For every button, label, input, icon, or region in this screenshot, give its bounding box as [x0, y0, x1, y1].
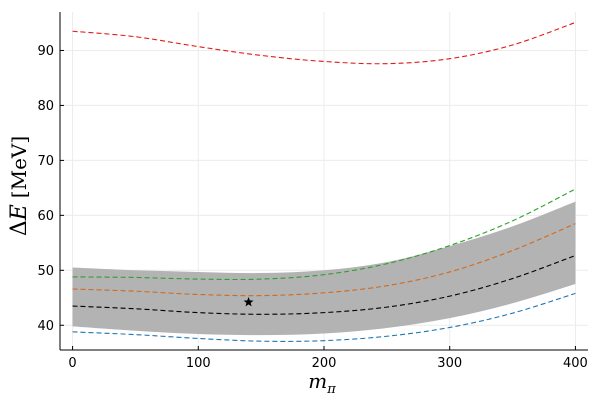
axes: [59, 12, 588, 351]
y-tick-label: 40: [37, 319, 54, 334]
series-line-1: [72, 254, 576, 315]
uncertainty-band: [72, 201, 576, 336]
y-axis-label-var: E: [7, 204, 32, 221]
x-axis-label-base: m: [308, 369, 327, 393]
series-line-2: [72, 223, 576, 297]
y-tick-label: 60: [37, 209, 54, 224]
star-marker: [243, 296, 254, 307]
x-tick-label: 100: [186, 356, 211, 371]
marker-layer: [243, 296, 254, 307]
y-tick-label: 90: [37, 44, 54, 59]
x-tick-label: 0: [68, 356, 76, 371]
series-line-3: [72, 188, 576, 281]
x-axis-label-sub: π: [326, 382, 336, 397]
series-layer: [72, 21, 576, 342]
x-tick-label: 300: [437, 356, 462, 371]
tick-labels: 0 100 200 300 400 40 50 60 70 80 90: [37, 44, 587, 371]
x-tick-label: 400: [563, 356, 588, 371]
band-layer: [72, 201, 576, 336]
series-line-0: [72, 292, 576, 342]
x-tick-label: 200: [312, 356, 337, 371]
y-axis-label: ΔE [MeV]: [7, 136, 32, 236]
y-tick-label: 70: [37, 154, 54, 169]
y-axis-label-delta: Δ: [7, 220, 32, 236]
y-axis-label-unit: [MeV]: [7, 136, 31, 198]
y-tick-label: 50: [37, 264, 54, 279]
x-axis-label: mπ: [308, 369, 336, 397]
y-tick-label: 80: [37, 99, 54, 114]
series-line-4: [72, 21, 576, 65]
